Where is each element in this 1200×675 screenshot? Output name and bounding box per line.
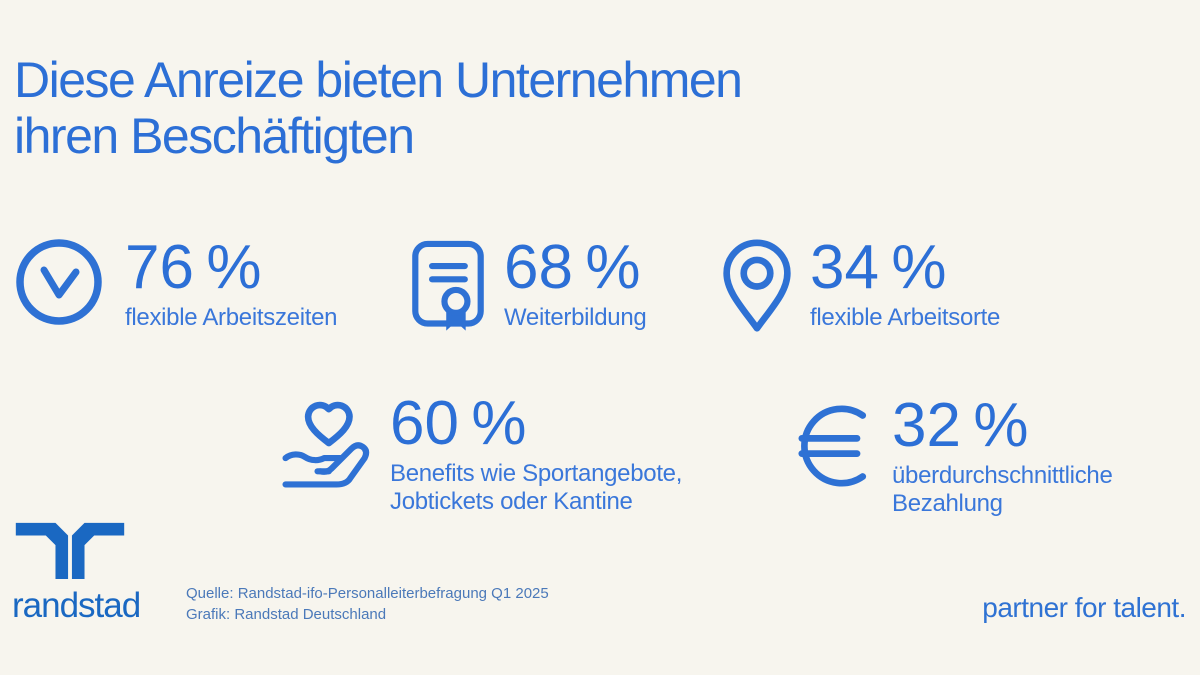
stat-benefits: 60 % Benefits wie Sportangebote, Jobtick… xyxy=(274,392,720,516)
stat-value: 68 % xyxy=(504,233,643,302)
stat-flexible-arbeitszeiten: 76 % flexible Arbeitszeiten xyxy=(15,233,338,332)
tagline: partner for talent. xyxy=(982,592,1186,623)
stat-weiterbildung: 68 % Weiterbildung xyxy=(410,233,647,338)
source-line-2: Grafik: Randstad Deutschland xyxy=(186,606,387,623)
title-line-1: Diese Anreize bieten Unternehmen xyxy=(14,52,743,108)
location-pin-icon xyxy=(720,238,794,340)
randstad-wordmark: randstad xyxy=(12,586,141,625)
stat-label: flexible Arbeitsorte xyxy=(810,304,1001,331)
stat-label: Weiterbildung xyxy=(504,304,647,331)
stat-label: flexible Arbeitszeiten xyxy=(125,304,338,331)
euro-icon xyxy=(798,402,878,495)
heart-in-hand-icon xyxy=(274,396,378,497)
stat-value: 34 % xyxy=(810,233,949,302)
stat-bezahlung: 32 % überdurchschnittliche Bezahlung xyxy=(798,394,1172,518)
page-title: Diese Anreize bieten Unternehmen ihren Be… xyxy=(14,52,743,164)
source-note: Quelle: Randstad-ifo-Personalleiterbefra… xyxy=(186,583,549,625)
stat-value: 32 % xyxy=(892,391,1031,460)
clock-icon xyxy=(15,238,103,331)
stat-value: 76 % xyxy=(125,233,264,302)
stat-flexible-arbeitsorte: 34 % flexible Arbeitsorte xyxy=(720,236,1000,340)
stat-value: 60 % xyxy=(390,389,529,458)
stat-label: überdurchschnittliche Bezahlung xyxy=(892,462,1113,517)
stat-label: Benefits wie Sportangebote, Jobtickets o… xyxy=(390,460,683,515)
certificate-icon xyxy=(410,238,486,338)
title-line-2: ihren Beschäftigten xyxy=(14,108,415,164)
source-line-1: Quelle: Randstad-ifo-Personalleiterbefra… xyxy=(186,585,549,602)
randstad-logo-icon xyxy=(14,519,126,584)
